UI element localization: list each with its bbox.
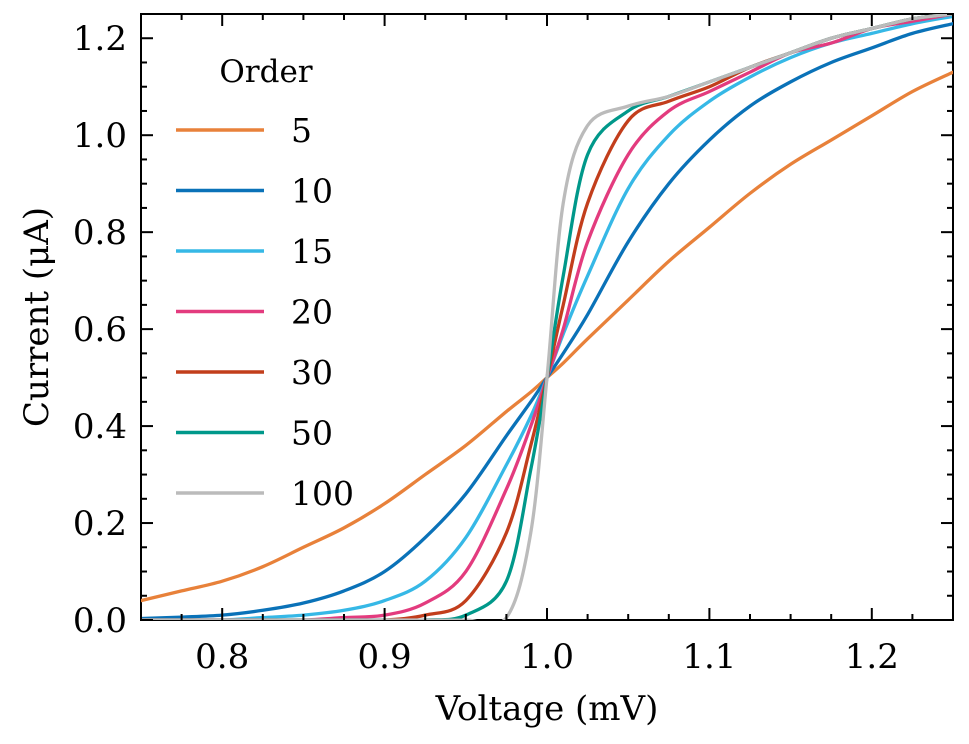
legend-label: 10 bbox=[291, 172, 333, 211]
series-line-order-5 bbox=[141, 70, 953, 603]
series-line-order-15 bbox=[141, 14, 953, 620]
legend-title: Order bbox=[219, 54, 312, 90]
series-line-order-50 bbox=[141, 14, 953, 620]
legend-label: 5 bbox=[291, 111, 312, 150]
legend-label: 30 bbox=[291, 353, 333, 392]
legend-item: 15 bbox=[176, 232, 333, 271]
y-tick-label: 0.2 bbox=[73, 504, 127, 544]
legend-item: 50 bbox=[176, 414, 333, 453]
y-axis: 0.0 0.2 0.4 0.6 0.8 1.0 1.2 bbox=[73, 13, 953, 641]
legend-item: 30 bbox=[176, 353, 333, 392]
x-tick-label: 0.8 bbox=[195, 637, 249, 677]
y-tick-label: 0.8 bbox=[73, 213, 127, 253]
legend-label: 100 bbox=[291, 474, 354, 513]
y-axis-label: Current (μA) bbox=[17, 207, 57, 427]
legend-label: 50 bbox=[291, 414, 333, 453]
x-axis: 0.8 0.9 1.0 1.1 1.2 bbox=[140, 14, 954, 677]
plot-frame bbox=[140, 13, 954, 621]
legend: Order 5 10 15 20 30 50 100 bbox=[176, 54, 354, 513]
legend-item: 100 bbox=[176, 474, 354, 513]
legend-item: 5 bbox=[176, 111, 312, 150]
series-line-order-100 bbox=[141, 14, 953, 620]
y-tick-label: 0.0 bbox=[73, 601, 127, 641]
y-tick-label: 1.2 bbox=[73, 19, 127, 59]
series-line-order-30 bbox=[141, 14, 953, 620]
x-tick-label: 1.0 bbox=[520, 637, 574, 677]
x-axis-label: Voltage (mV) bbox=[435, 689, 659, 729]
x-tick-label: 1.1 bbox=[682, 637, 736, 677]
series-line-order-20 bbox=[141, 14, 953, 620]
legend-label: 20 bbox=[291, 293, 333, 332]
legend-label: 15 bbox=[291, 232, 333, 271]
y-tick-label: 1.0 bbox=[73, 116, 127, 156]
y-tick-label: 0.6 bbox=[73, 310, 127, 350]
plot-area: 0.8 0.9 1.0 1.1 1.2 0.0 0.2 0.4 0.6 0.8 1.0 1.2 bbox=[73, 13, 954, 677]
series-curves bbox=[141, 14, 953, 620]
series-line-order-10 bbox=[141, 22, 953, 620]
x-tick-label: 1.2 bbox=[845, 637, 899, 677]
y-tick-label: 0.4 bbox=[73, 407, 127, 447]
legend-item: 20 bbox=[176, 293, 333, 332]
x-tick-label: 0.9 bbox=[358, 637, 412, 677]
legend-item: 10 bbox=[176, 172, 333, 211]
